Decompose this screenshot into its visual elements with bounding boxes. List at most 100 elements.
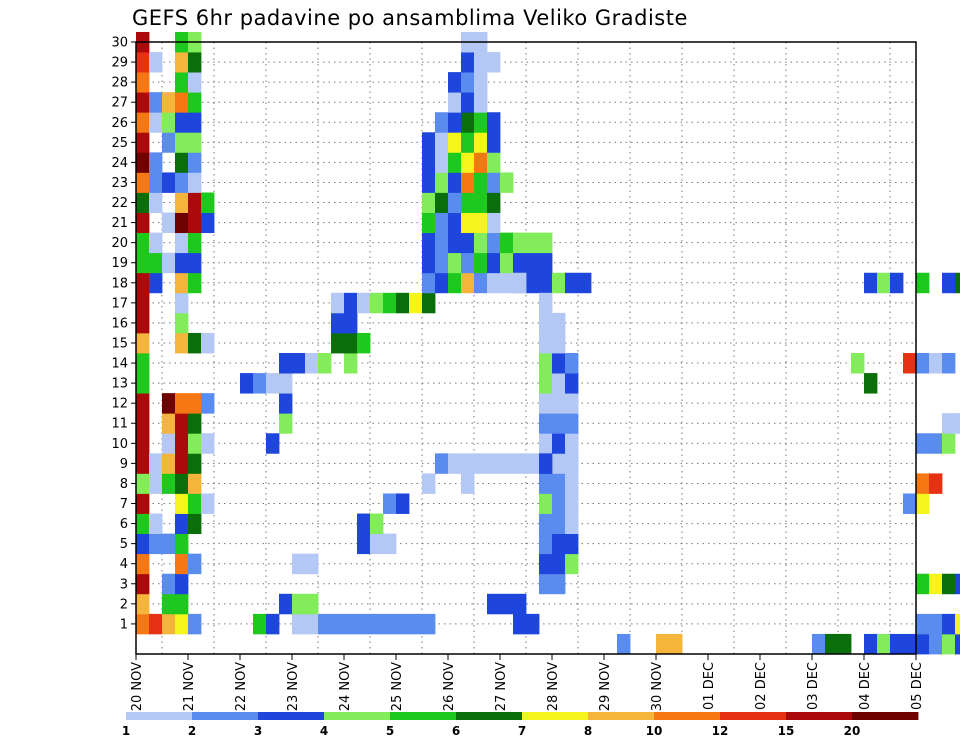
heatmap-cell xyxy=(500,593,514,615)
heatmap-cell xyxy=(136,72,150,93)
heatmap-cell xyxy=(136,172,150,193)
heatmap-cell xyxy=(370,513,384,535)
heatmap-cell xyxy=(955,272,960,294)
heatmap-cell xyxy=(175,593,189,615)
heatmap-cell xyxy=(812,633,826,655)
heatmap-cell xyxy=(175,72,189,93)
x-tick-label: 20 NOV xyxy=(130,662,145,711)
heatmap-cell xyxy=(383,493,397,514)
heatmap-cell xyxy=(188,332,202,354)
y-tick-label: 25 xyxy=(111,136,128,151)
heatmap-cell xyxy=(916,353,930,374)
heatmap-cell xyxy=(565,272,579,294)
heatmap-cell xyxy=(435,172,449,193)
heatmap-cell xyxy=(370,613,384,635)
x-tick-label: 29 NOV xyxy=(598,662,613,711)
y-tick-label: 20 xyxy=(111,236,128,251)
heatmap-cell xyxy=(500,453,514,474)
heatmap-cell xyxy=(136,332,150,354)
heatmap-cell xyxy=(162,252,176,274)
y-tick-label: 9 xyxy=(120,457,128,472)
heatmap-cell xyxy=(539,373,553,394)
y-tick-label: 1 xyxy=(120,617,128,632)
heatmap-cell xyxy=(929,353,943,374)
colorbar-label: 8 xyxy=(584,724,592,738)
heatmap-cell xyxy=(539,473,553,494)
heatmap-cell xyxy=(500,172,514,193)
heatmap-cell xyxy=(188,473,202,494)
y-tick-label: 23 xyxy=(111,176,128,191)
heatmap-cell xyxy=(136,433,150,454)
heatmap-cell xyxy=(565,553,579,575)
heatmap-cell xyxy=(916,613,930,635)
heatmap-cell xyxy=(162,172,176,193)
heatmap-cell xyxy=(435,112,449,133)
heatmap-cell xyxy=(162,473,176,494)
heatmap-cell xyxy=(435,272,449,294)
heatmap-cell xyxy=(825,633,839,655)
heatmap-cell xyxy=(175,533,189,555)
heatmap-cell xyxy=(409,292,423,314)
heatmap-cell xyxy=(929,473,943,494)
heatmap-cell xyxy=(487,272,501,294)
heatmap-cell xyxy=(175,292,189,314)
colorbar-swatch xyxy=(654,712,721,720)
heatmap-cell xyxy=(513,453,527,474)
heatmap-cell xyxy=(578,272,592,294)
heatmap-cell xyxy=(539,272,553,294)
heatmap-cell xyxy=(422,292,436,314)
heatmap-cell xyxy=(461,132,475,153)
heatmap-cell xyxy=(513,613,527,635)
chart-title: GEFS 6hr padavine po ansamblima Veliko G… xyxy=(132,6,688,30)
y-tick-label: 14 xyxy=(111,357,128,372)
heatmap-cell xyxy=(487,112,501,133)
x-tick-label: 22 NOV xyxy=(234,662,249,711)
heatmap-cell xyxy=(513,252,527,274)
heatmap-cell xyxy=(136,232,150,254)
heatmap-cell xyxy=(552,513,566,535)
y-tick-label: 11 xyxy=(111,417,128,432)
heatmap-cell xyxy=(162,212,176,234)
heatmap-cell xyxy=(409,613,423,635)
heatmap-cell xyxy=(149,112,163,133)
heatmap-cell xyxy=(162,593,176,615)
heatmap-cell xyxy=(422,473,436,494)
heatmap-cell xyxy=(175,613,189,635)
y-tick-label: 4 xyxy=(120,557,128,572)
heatmap-cell xyxy=(175,573,189,595)
heatmap-cell xyxy=(175,252,189,274)
heatmap-cell xyxy=(149,613,163,635)
heatmap-cell xyxy=(149,172,163,193)
heatmap-cell xyxy=(175,493,189,514)
heatmap-cell xyxy=(162,393,176,414)
heatmap-cell xyxy=(175,332,189,354)
heatmap-cell xyxy=(448,72,462,93)
heatmap-cell xyxy=(201,433,215,454)
heatmap-cell xyxy=(942,353,956,374)
heatmap-cell xyxy=(175,272,189,294)
heatmap-cell xyxy=(539,493,553,514)
heatmap-cell xyxy=(487,132,501,153)
heatmap-cell xyxy=(201,332,215,354)
heatmap-cell xyxy=(500,272,514,294)
heatmap-cell xyxy=(448,453,462,474)
heatmap-cell xyxy=(331,312,345,334)
y-tick-label: 21 xyxy=(111,216,128,231)
heatmap-cell xyxy=(448,172,462,193)
heatmap-cell xyxy=(474,112,488,133)
y-tick-label: 15 xyxy=(111,336,128,351)
heatmap-cell xyxy=(136,473,150,494)
heatmap-cell xyxy=(201,192,215,213)
heatmap-cell xyxy=(539,312,553,334)
heatmap-cell xyxy=(188,52,202,73)
colorbar-label: 10 xyxy=(646,724,663,738)
heatmap-cell xyxy=(279,353,293,374)
heatmap-cell xyxy=(422,172,436,193)
heatmap-cell xyxy=(539,573,553,595)
heatmap-cell xyxy=(162,92,176,113)
heatmap-cell xyxy=(435,212,449,234)
colorbar-label: 20 xyxy=(844,724,861,738)
heatmap-cell xyxy=(864,272,878,294)
heatmap-cell xyxy=(344,332,358,354)
heatmap-cell xyxy=(916,633,930,655)
